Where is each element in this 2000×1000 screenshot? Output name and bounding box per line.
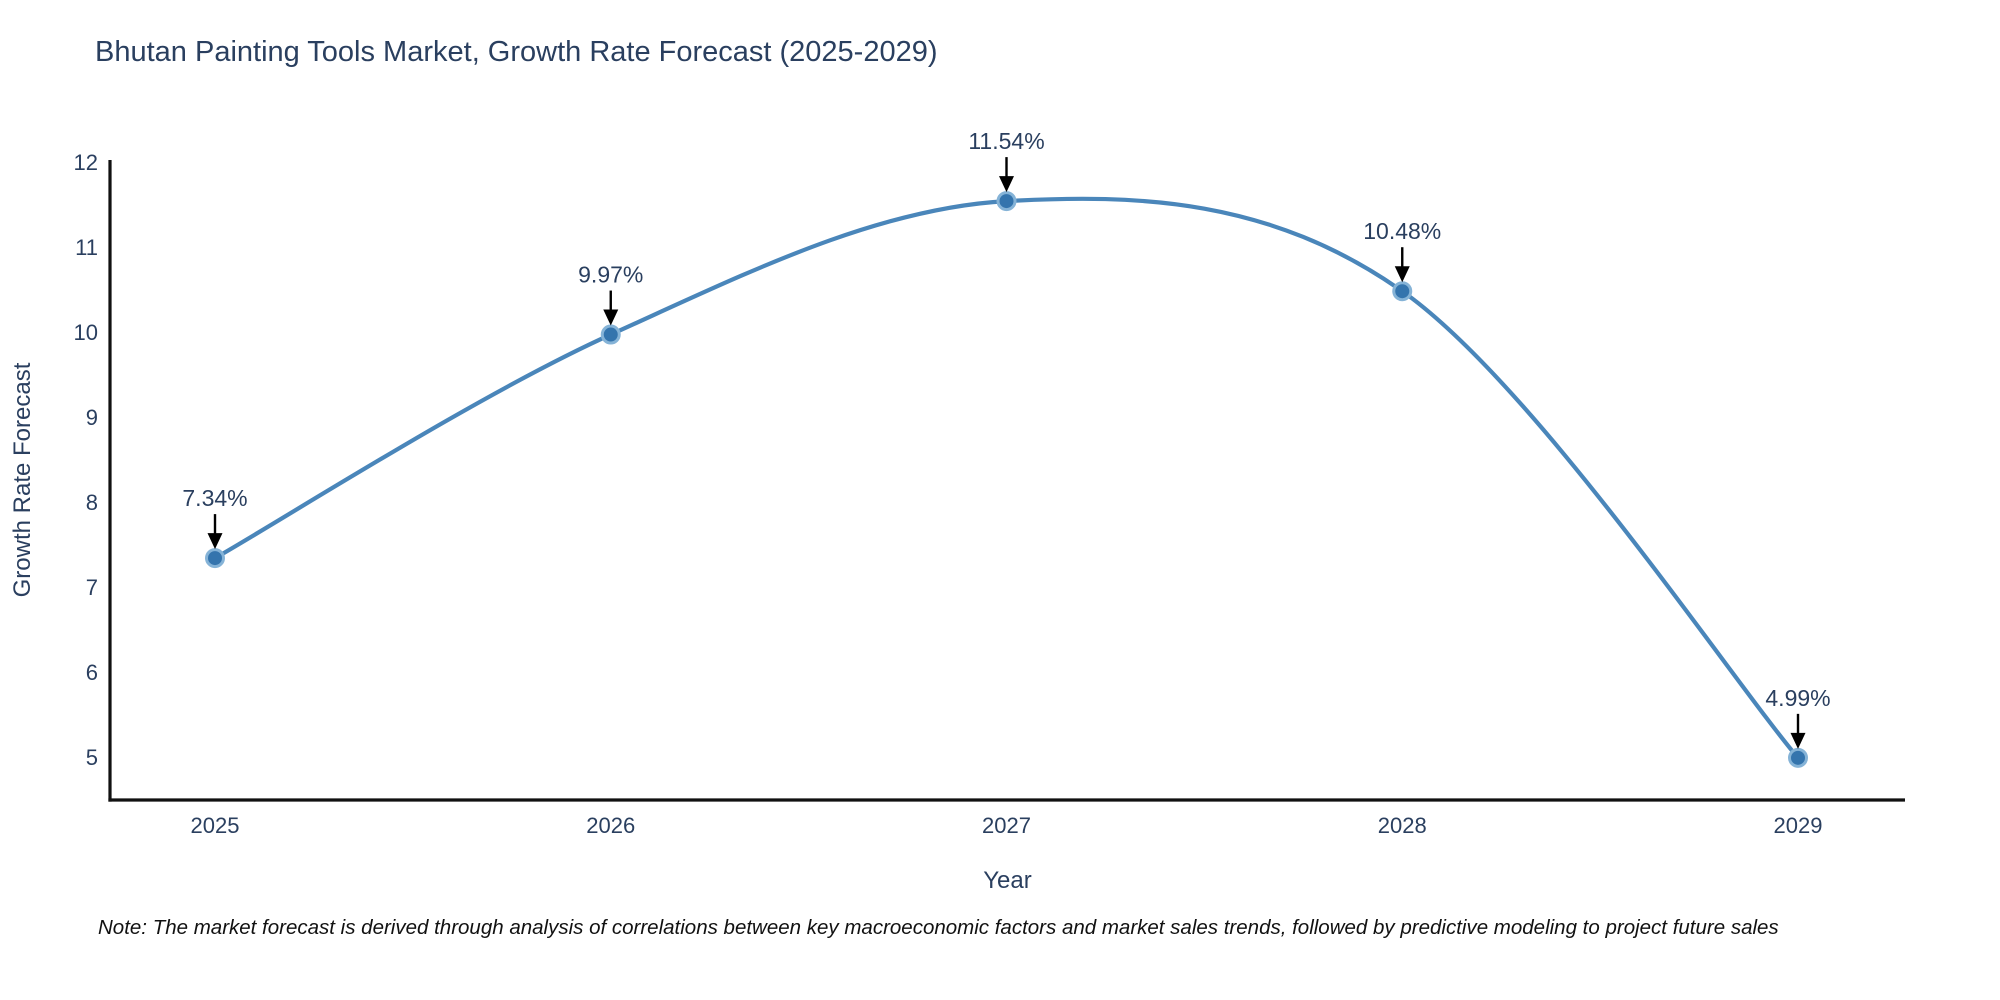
y-tick-label: 7 xyxy=(86,575,98,600)
annotation-arrow-head xyxy=(603,309,619,326)
annotation-arrow-head xyxy=(1394,266,1410,283)
x-tick-label: 2027 xyxy=(982,813,1031,838)
data-point-marker xyxy=(996,191,1017,212)
chart-title: Bhutan Painting Tools Market, Growth Rat… xyxy=(95,36,938,68)
x-tick-label: 2025 xyxy=(191,813,240,838)
x-tick-label: 2029 xyxy=(1774,813,1823,838)
annotation-arrow-head xyxy=(999,176,1014,193)
data-point-marker xyxy=(600,324,621,345)
data-point-label: 9.97% xyxy=(578,262,643,288)
footnote: Note: The market forecast is derived thr… xyxy=(98,916,1779,939)
data-point-marker xyxy=(1788,747,1808,768)
x-tick-label: 2026 xyxy=(586,813,635,838)
data-point-label: 7.34% xyxy=(182,485,247,511)
y-axis-title: Growth Rate Forecast xyxy=(9,362,36,597)
y-tick-label: 10 xyxy=(74,320,98,345)
y-tick-label: 8 xyxy=(86,490,98,515)
annotation-arrow-head xyxy=(1790,732,1806,749)
data-point-marker xyxy=(1392,281,1413,302)
y-tick-label: 9 xyxy=(86,405,98,430)
y-tick-label: 12 xyxy=(74,150,98,175)
data-point-label: 4.99% xyxy=(1765,685,1830,711)
data-point-label: 11.54% xyxy=(968,128,1044,154)
data-point-marker xyxy=(205,548,225,569)
forecast-line xyxy=(212,196,1801,760)
y-tick-label: 11 xyxy=(75,235,98,260)
x-axis-title: Year xyxy=(983,867,1032,894)
y-tick-label: 5 xyxy=(86,745,98,770)
y-tick-label: 6 xyxy=(86,660,98,685)
annotation-arrow-head xyxy=(207,533,223,550)
x-tick-label: 2028 xyxy=(1378,813,1427,838)
data-point-label: 10.48% xyxy=(1363,218,1441,244)
